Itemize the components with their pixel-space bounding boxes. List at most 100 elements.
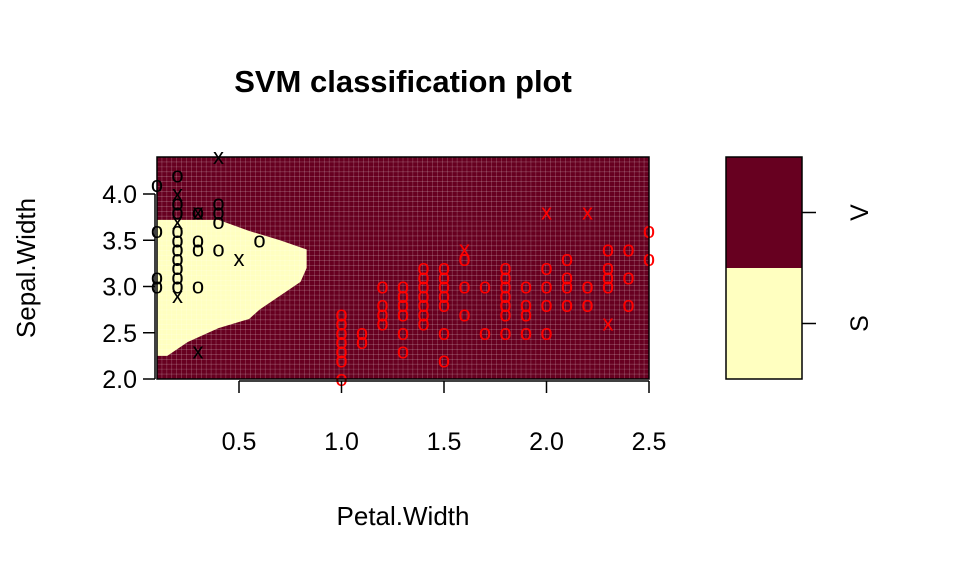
data-point-v: x (582, 200, 593, 225)
plot-grid (156, 156, 650, 380)
legend-swatch-s (726, 268, 802, 379)
data-point-v: o (540, 274, 552, 299)
data-point-v: o (602, 264, 614, 289)
data-point-v: o (499, 274, 511, 299)
data-point-v: o (561, 274, 573, 299)
x-axis: 0.5 1.0 1.5 2.0 2.5 (222, 380, 667, 456)
data-point-v: o (458, 246, 470, 271)
data-point-v: o (602, 237, 614, 262)
data-point-s: o (171, 218, 183, 243)
data-point-v: o (499, 264, 511, 289)
data-point-v: o (397, 338, 409, 363)
region-s (157, 219, 307, 356)
data-point-v: o (376, 311, 388, 336)
data-point-s: o (192, 200, 204, 225)
data-point-v: o (561, 264, 573, 289)
data-point-v: o (540, 292, 552, 317)
data-point-v: o (561, 246, 573, 271)
y-axis: 2.0 2.5 3.0 3.5 4.0 (102, 181, 156, 394)
y-axis-label: Sepal.Width (11, 198, 41, 338)
data-point-v: o (622, 237, 634, 262)
data-point-v: o (417, 292, 429, 317)
data-point-v: o (397, 301, 409, 326)
data-point-s: o (212, 237, 224, 262)
data-point-s: o (171, 264, 183, 289)
legend-swatch-v (726, 157, 802, 268)
data-point-v: o (376, 301, 388, 326)
legend-label-s: S (846, 315, 874, 332)
plot-frame (156, 156, 650, 380)
data-point-v: o (499, 320, 511, 345)
data-point-s: x (172, 209, 183, 234)
x-tick-label: 2.0 (529, 428, 564, 456)
data-point-v: o (417, 274, 429, 299)
data-point-s: o (212, 190, 224, 215)
data-point-v: o (438, 274, 450, 299)
chart-title: SVM classification plot (234, 64, 572, 99)
data-point-v: o (397, 292, 409, 317)
x-tick-label: 2.5 (632, 428, 667, 456)
data-point-v: o (438, 283, 450, 308)
data-point-v: o (397, 274, 409, 299)
y-tick-label: 4.0 (102, 181, 137, 209)
data-point-v: o (438, 255, 450, 280)
y-tick-label: 2.0 (102, 366, 137, 394)
x-tick-label: 1.5 (427, 428, 462, 456)
data-point-v: o (335, 320, 347, 345)
legend-label-v: V (846, 204, 874, 221)
data-point-v: o (335, 338, 347, 363)
data-point-s: o (192, 227, 204, 252)
data-point-v: o (540, 320, 552, 345)
data-point-s: x (193, 338, 204, 363)
data-point-v: o (335, 348, 347, 373)
data-point-s: o (171, 255, 183, 280)
data-point-v: o (397, 283, 409, 308)
legend-frame (725, 156, 803, 380)
y-tick-label: 3.0 (102, 274, 137, 302)
data-point-v: o (438, 264, 450, 289)
data-point-v: o (499, 292, 511, 317)
data-point-v: o (479, 274, 491, 299)
data-point-v: o (438, 320, 450, 345)
data-point-v: o (520, 301, 532, 326)
data-point-v: o (356, 329, 368, 354)
data-point-v: o (602, 255, 614, 280)
data-point-v: o (356, 320, 368, 345)
data-point-v: o (335, 311, 347, 336)
data-point-v: o (520, 320, 532, 345)
data-point-v: o (479, 320, 491, 345)
data-point-v: o (417, 301, 429, 326)
y-tick-label: 3.5 (102, 227, 137, 255)
data-point-v: o (540, 255, 552, 280)
data-point-v: o (438, 348, 450, 373)
data-point-v: o (417, 311, 429, 336)
data-point-s: o (171, 227, 183, 252)
data-point-v: o (458, 274, 470, 299)
legend: VS (725, 156, 874, 380)
data-point-s: o (253, 227, 265, 252)
x-tick-label: 0.5 (222, 428, 257, 456)
data-point-v: o (520, 274, 532, 299)
x-tick-label: 1.0 (324, 428, 359, 456)
data-point-v: o (376, 274, 388, 299)
data-point-v: o (581, 292, 593, 317)
data-point-v: o (602, 274, 614, 299)
data-point-s: x (234, 246, 245, 271)
data-point-v: o (335, 301, 347, 326)
data-point-v: o (417, 264, 429, 289)
data-point-v: o (499, 255, 511, 280)
data-point-v: o (561, 292, 573, 317)
x-axis-label: Petal.Width (337, 501, 470, 531)
data-point-s: o (192, 274, 204, 299)
data-point-s: o (192, 237, 204, 262)
data-point-s: o (171, 190, 183, 215)
data-point-s: o (171, 246, 183, 271)
data-point-v: o (581, 274, 593, 299)
data-point-v: o (520, 292, 532, 317)
data-point-v: x (541, 200, 552, 225)
data-point-s: o (212, 200, 224, 225)
data-point-v: o (417, 255, 429, 280)
